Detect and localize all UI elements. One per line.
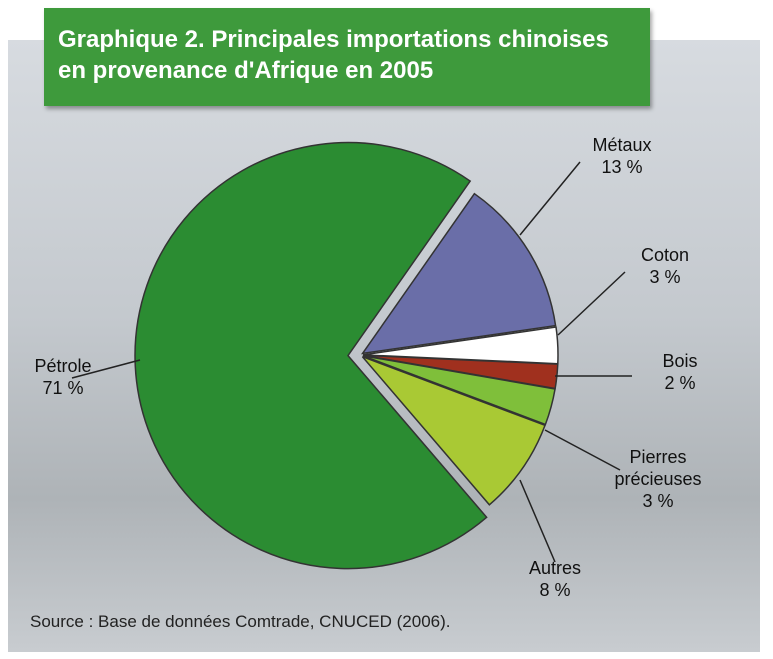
slice-label: Pierres précieuses 3 % [603,446,713,512]
leader-line [71,359,141,379]
leader-line [557,271,626,336]
slice-label: Coton 3 % [610,244,720,288]
value-label: 71 % [42,378,84,398]
value-label: 13 % [601,157,643,177]
slice-label: Métaux 13 % [567,134,677,178]
category-label: Métaux [592,135,652,155]
pie-slice [361,356,546,506]
chart-title: Graphique 2. Principales importations ch… [58,26,609,84]
pie-slice [362,355,556,426]
leader-line [544,429,621,471]
category-label: Coton [640,245,690,265]
category-label: Bois [662,351,698,371]
leader-line [519,161,581,236]
slice-label: Pétrole 71 % [8,355,118,399]
value-label: 2 % [664,373,696,393]
leader-line [519,479,556,563]
slice-label: Autres 8 % [500,557,610,601]
slice-label: Bois 2 % [625,350,735,394]
category-label: Pierres précieuses [614,447,702,489]
pie-slice [360,192,557,355]
category-label: Autres [528,558,582,578]
value-label: 8 % [539,580,571,600]
value-label: 3 % [649,267,681,287]
pie-slice [134,141,488,570]
category-label: Pétrole [34,356,92,376]
title-box: Graphique 2. Principales importations ch… [44,8,650,106]
source-note: Source : Base de données Comtrade, CNUCE… [30,612,451,631]
value-label: 3 % [642,491,674,511]
